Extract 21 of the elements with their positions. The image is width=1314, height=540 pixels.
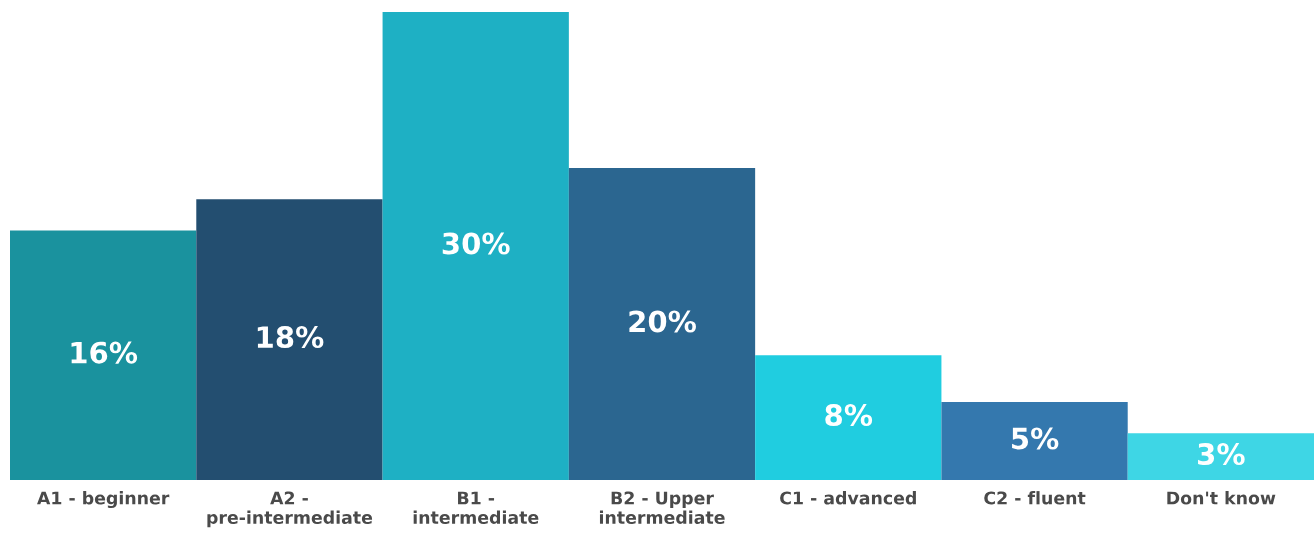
- data-label: 20%: [629, 310, 696, 333]
- x-tick-label: C1 - advanced: [780, 491, 916, 505]
- data-label: 8%: [825, 404, 873, 427]
- x-tick-label: Don't know: [1167, 491, 1276, 505]
- x-tick-label: C2 - fluent: [984, 491, 1086, 505]
- bar: [568, 168, 756, 480]
- bar: [10, 230, 197, 480]
- bar: [1127, 433, 1314, 480]
- data-label: 3%: [1198, 443, 1245, 466]
- x-tick-label: A1 - beginner: [37, 491, 170, 509]
- x-tick-label: B1 - intermediate: [413, 491, 539, 524]
- bar: [382, 12, 569, 480]
- data-label: 16%: [71, 341, 138, 364]
- bar: [755, 355, 942, 480]
- x-tick-label: A2 - pre-intermediate: [207, 491, 373, 528]
- data-label: 5%: [1012, 427, 1059, 450]
- x-tick-label: B2 - Upper intermediate: [599, 491, 725, 524]
- bar: [196, 199, 383, 480]
- data-label: 18%: [257, 326, 324, 349]
- data-label: 30%: [442, 232, 510, 255]
- bar: [941, 402, 1128, 480]
